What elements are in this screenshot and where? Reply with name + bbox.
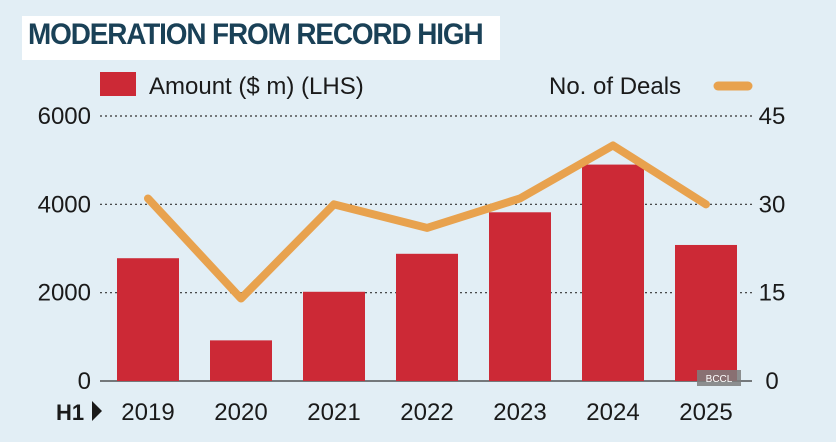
x-axis-ticks: 2019 2020 2021 2022 2023 2024 2025: [121, 399, 732, 426]
left-tick-label: 6000: [38, 103, 91, 130]
watermark: BCCL: [697, 370, 741, 386]
title-background: [22, 16, 500, 60]
deals-line-group: [144, 141, 710, 303]
legend-bar-swatch: [100, 72, 136, 96]
x-tick-label: 2020: [214, 399, 267, 426]
right-tick-label: 15: [759, 280, 786, 307]
bar-2023: [489, 212, 551, 381]
legend-bar-label: Amount ($ m) (LHS): [149, 73, 364, 100]
triangle-icon: [92, 401, 102, 421]
right-tick-label: 30: [759, 191, 786, 218]
watermark-badge: [697, 370, 741, 386]
left-tick-label: 0: [78, 368, 91, 395]
right-axis-ticks: 0 15 30 45: [759, 103, 786, 395]
bar-2022: [396, 253, 458, 381]
legend-line-label: No. of Deals: [549, 73, 681, 100]
deals-line: [144, 141, 710, 303]
bar-2020: [210, 340, 272, 381]
x-tick-label: 2019: [121, 399, 174, 426]
x-tick-label: 2025: [679, 399, 732, 426]
period-marker: H1: [56, 400, 102, 425]
x-tick-label: 2023: [493, 399, 546, 426]
right-tick-label: 45: [759, 103, 786, 130]
legend: Amount ($ m) (LHS) No. of Deals: [100, 72, 753, 100]
bar-2019: [117, 258, 179, 381]
x-tick-label: 2022: [400, 399, 453, 426]
bar-2021: [303, 291, 365, 381]
period-label: H1: [56, 400, 84, 425]
left-tick-label: 2000: [38, 280, 91, 307]
x-tick-label: 2024: [586, 399, 639, 426]
watermark-text: BCCL: [706, 374, 733, 385]
bar-2025: [675, 244, 737, 381]
bars: [117, 164, 737, 381]
right-tick-label: 0: [765, 368, 778, 395]
bar-2024: [582, 164, 644, 381]
left-tick-label: 4000: [38, 191, 91, 218]
left-axis-ticks: 0 2000 4000 6000: [38, 103, 91, 395]
x-tick-label: 2021: [307, 399, 360, 426]
chart-title: MODERATION FROM RECORD HIGH: [28, 18, 484, 51]
